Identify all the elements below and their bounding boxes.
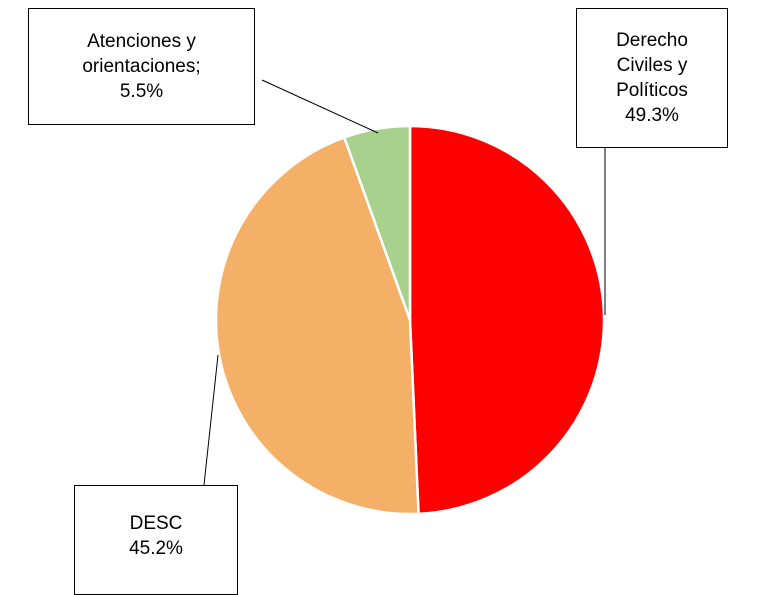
leader-line: [261, 79, 379, 134]
pie-slice: [342, 124, 412, 321]
value-label: 49.3%: [625, 105, 679, 126]
value-label: 45.2%: [129, 538, 183, 559]
value-label: 5.5%: [119, 81, 164, 102]
label-box: Derecho Civiles y Políticos 49.3%: [576, 8, 728, 148]
category-label: Atenciones y orientaciones;: [82, 31, 201, 77]
pie-slice: [408, 124, 606, 516]
label-box: Atenciones y orientaciones; 5.5%: [28, 8, 255, 125]
label-box: DESC 45.2%: [74, 485, 238, 595]
category-label: Derecho Civiles y Políticos: [616, 30, 688, 101]
pie-slice: [214, 135, 420, 516]
leader-line: [203, 354, 219, 486]
category-label: DESC: [129, 513, 183, 534]
